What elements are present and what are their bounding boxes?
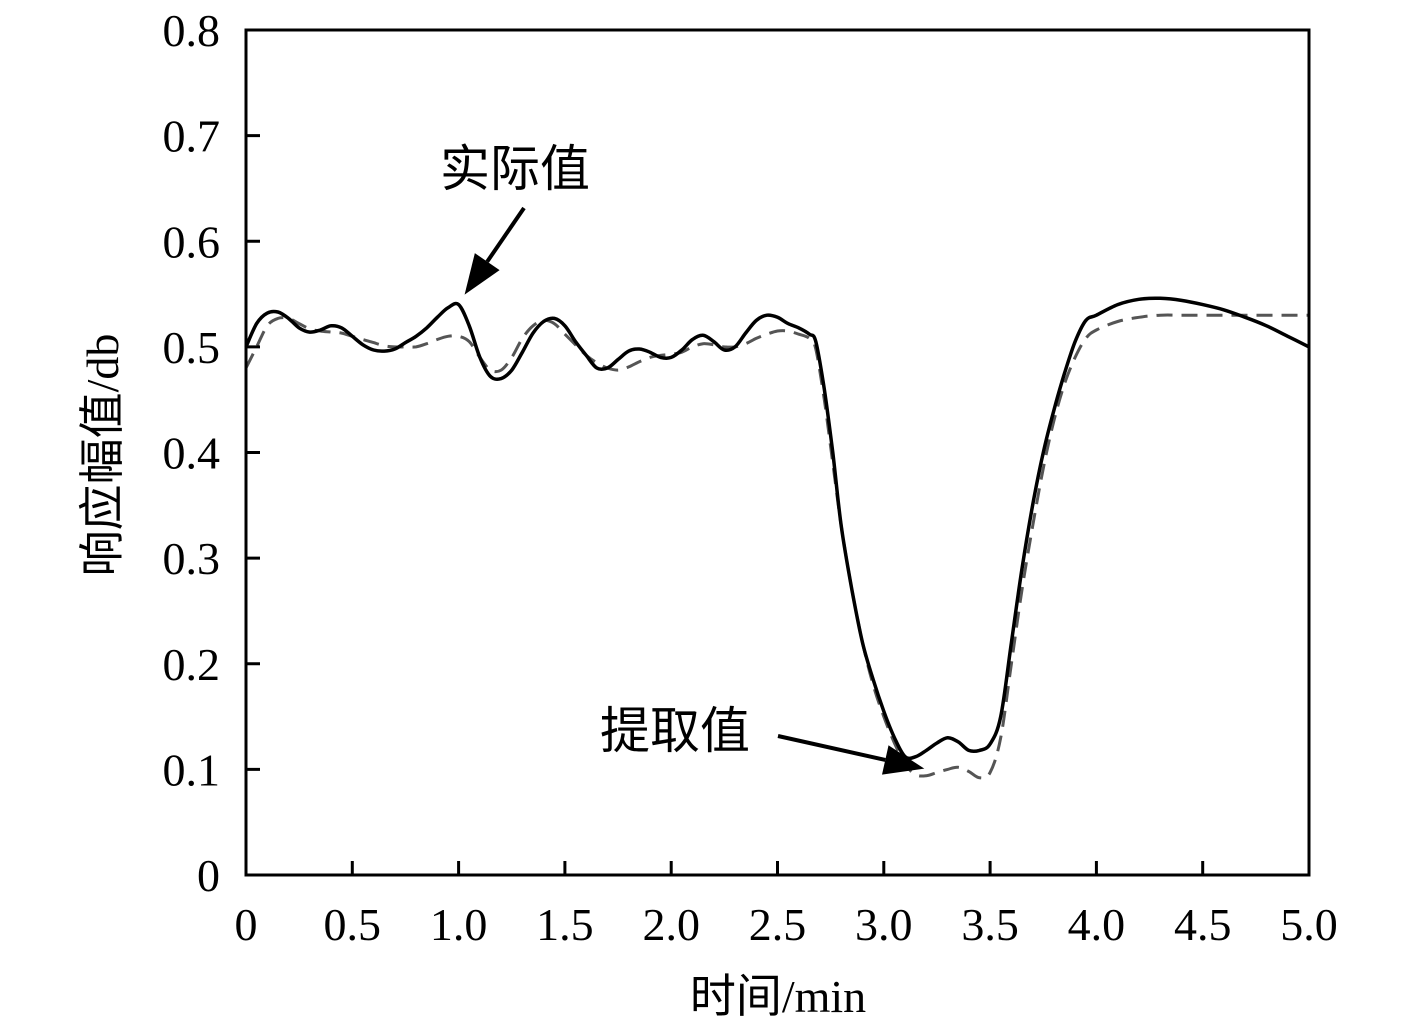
x-axis-title: 时间/min [690,971,866,1022]
x-tick-label: 1.5 [536,899,594,950]
y-tick-label: 0.7 [163,111,221,162]
x-axis-ticks: 0 0.5 1.0 1.5 2.0 2.5 3.0 3.5 4.0 4.5 5.0 [235,861,1338,950]
y-tick-label: 0.1 [163,744,221,795]
y-tick-label: 0.4 [163,428,221,479]
series-line-actual [244,296,1310,761]
x-tick-label: 4.0 [1068,899,1126,950]
x-tick-label: 2.5 [749,899,807,950]
annotation-label-extracted: 提取值 [600,703,750,759]
x-tick-label: 1.0 [430,899,488,950]
x-tick-label: 0.5 [324,899,382,950]
y-axis-ticks: 0 0.1 0.2 0.3 0.4 0.5 0.6 0.7 0.8 [163,5,260,901]
x-tick-label: 4.5 [1174,899,1232,950]
y-tick-label: 0.3 [163,533,221,584]
x-tick-label: 3.0 [855,899,913,950]
y-tick-label: 0.6 [163,216,221,267]
annotation-arrow-extracted [777,734,925,775]
annotation-arrow-actual [464,206,526,295]
y-tick-label: 0.5 [163,322,221,373]
annotation-label-actual: 实际值 [440,141,590,197]
y-axis-title: 响应幅值/db [77,334,128,577]
y-tick-label: 0.8 [163,5,221,56]
x-tick-label: 3.5 [961,899,1019,950]
x-tick-label: 2.0 [642,899,700,950]
plot-area-frame [244,28,1311,877]
x-tick-label: 5.0 [1280,899,1338,950]
y-tick-label: 0.2 [163,639,221,690]
series-line-extracted [244,313,1309,780]
x-tick-label: 0 [235,899,258,950]
series-layer [244,296,1310,780]
y-tick-label: 0 [197,850,220,901]
